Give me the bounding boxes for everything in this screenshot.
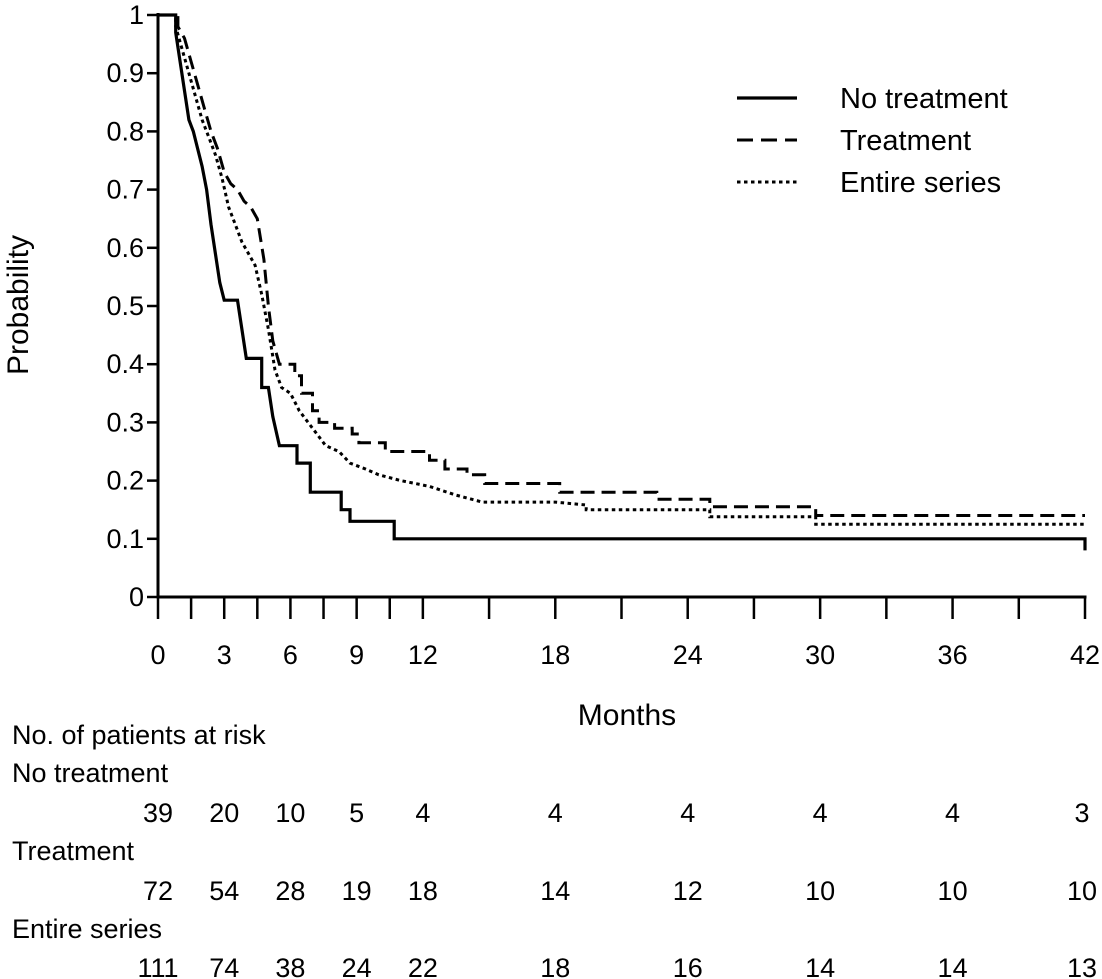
at-risk-value: 4 [945, 798, 960, 828]
x-tick-label: 36 [938, 640, 968, 670]
at-risk-row-label-treatment: Treatment [12, 836, 135, 866]
at-risk-value: 4 [548, 798, 563, 828]
at-risk-value: 10 [275, 798, 305, 828]
legend-label-entire-series: Entire series [840, 167, 1001, 199]
at-risk-value: 5 [349, 798, 364, 828]
at-risk-value: 28 [275, 876, 305, 906]
at-risk-value: 72 [143, 876, 173, 906]
y-tick-label: 0.7 [106, 175, 144, 205]
at-risk-value: 20 [209, 798, 239, 828]
x-tick-label: 0 [150, 640, 165, 670]
at-risk-value: 3 [1074, 798, 1089, 828]
y-tick-label: 0.6 [106, 233, 144, 263]
at-risk-value: 10 [805, 876, 835, 906]
at-risk-row-label-entire-series: Entire series [12, 914, 162, 944]
at-risk-value: 16 [673, 953, 703, 979]
legend-label-no-treatment: No treatment [840, 83, 1008, 115]
axes-layer: 00.10.20.30.40.50.60.70.80.910 3 6 9 12 18 24 3… [106, 0, 1100, 670]
at-risk-title: No. of patients at risk [12, 720, 266, 750]
at-risk-value: 54 [209, 876, 239, 906]
at-risk-value: 39 [143, 798, 173, 828]
at-risk-value: 74 [209, 953, 239, 979]
y-axis-title: Probability [2, 235, 35, 375]
at-risk-value: 13 [1067, 953, 1097, 979]
at-risk-value: 111 [137, 953, 178, 979]
at-risk-value: 19 [342, 876, 372, 906]
x-tick-label: 24 [673, 640, 703, 670]
at-risk-value: 12 [673, 876, 703, 906]
legend-label-treatment: Treatment [840, 125, 971, 157]
x-tick-label: 6 [283, 640, 298, 670]
x-tick-label: 9 [349, 640, 364, 670]
x-tick-label: 42 [1070, 640, 1100, 670]
at-risk-value: 10 [1067, 876, 1097, 906]
series-line-treatment [158, 13, 1085, 517]
y-tick-label: 0.3 [106, 407, 144, 437]
at-risk-value: 4 [415, 798, 430, 828]
at-risk-value: 14 [805, 953, 835, 979]
series-line-entire-series [158, 13, 1085, 526]
at-risk-value: 14 [540, 876, 570, 906]
at-risk-value: 18 [408, 876, 438, 906]
at-risk-value: 14 [938, 953, 968, 979]
y-tick-label: 0.2 [106, 466, 144, 496]
y-tick-label: 0.5 [106, 291, 144, 321]
at-risk-value: 4 [813, 798, 828, 828]
plot-area: 00.10.20.30.40.50.60.70.80.910 3 6 9 12 18 24 3… [106, 0, 1100, 670]
y-tick-label: 0.9 [106, 58, 144, 88]
y-tick-label: 1 [129, 0, 144, 30]
series-layer [158, 13, 1087, 551]
x-tick-label: 30 [805, 640, 835, 670]
y-tick-label: 0 [129, 582, 144, 612]
at-risk-value: 24 [342, 953, 372, 979]
at-risk-value: 4 [680, 798, 695, 828]
x-axis-title: Months [578, 699, 676, 732]
at-risk-value: 18 [540, 953, 570, 979]
at-risk-value: 22 [408, 953, 438, 979]
at-risk-row-label-no-treatment: No treatment [12, 758, 169, 788]
series-line-no-treatment [158, 13, 1087, 551]
x-tick-label: 12 [408, 640, 438, 670]
x-tick-label: 3 [217, 640, 232, 670]
at-risk-value: 10 [938, 876, 968, 906]
x-tick-label: 18 [540, 640, 570, 670]
at-risk-value: 38 [275, 953, 305, 979]
legend: No treatment Treatment Entire series [737, 83, 1008, 199]
at-risk-table: No. of patients at risk No treatment 39 20 1… [12, 720, 1097, 979]
y-tick-label: 0.1 [106, 524, 144, 554]
y-tick-label: 0.4 [106, 349, 144, 379]
y-tick-label: 0.8 [106, 116, 144, 146]
